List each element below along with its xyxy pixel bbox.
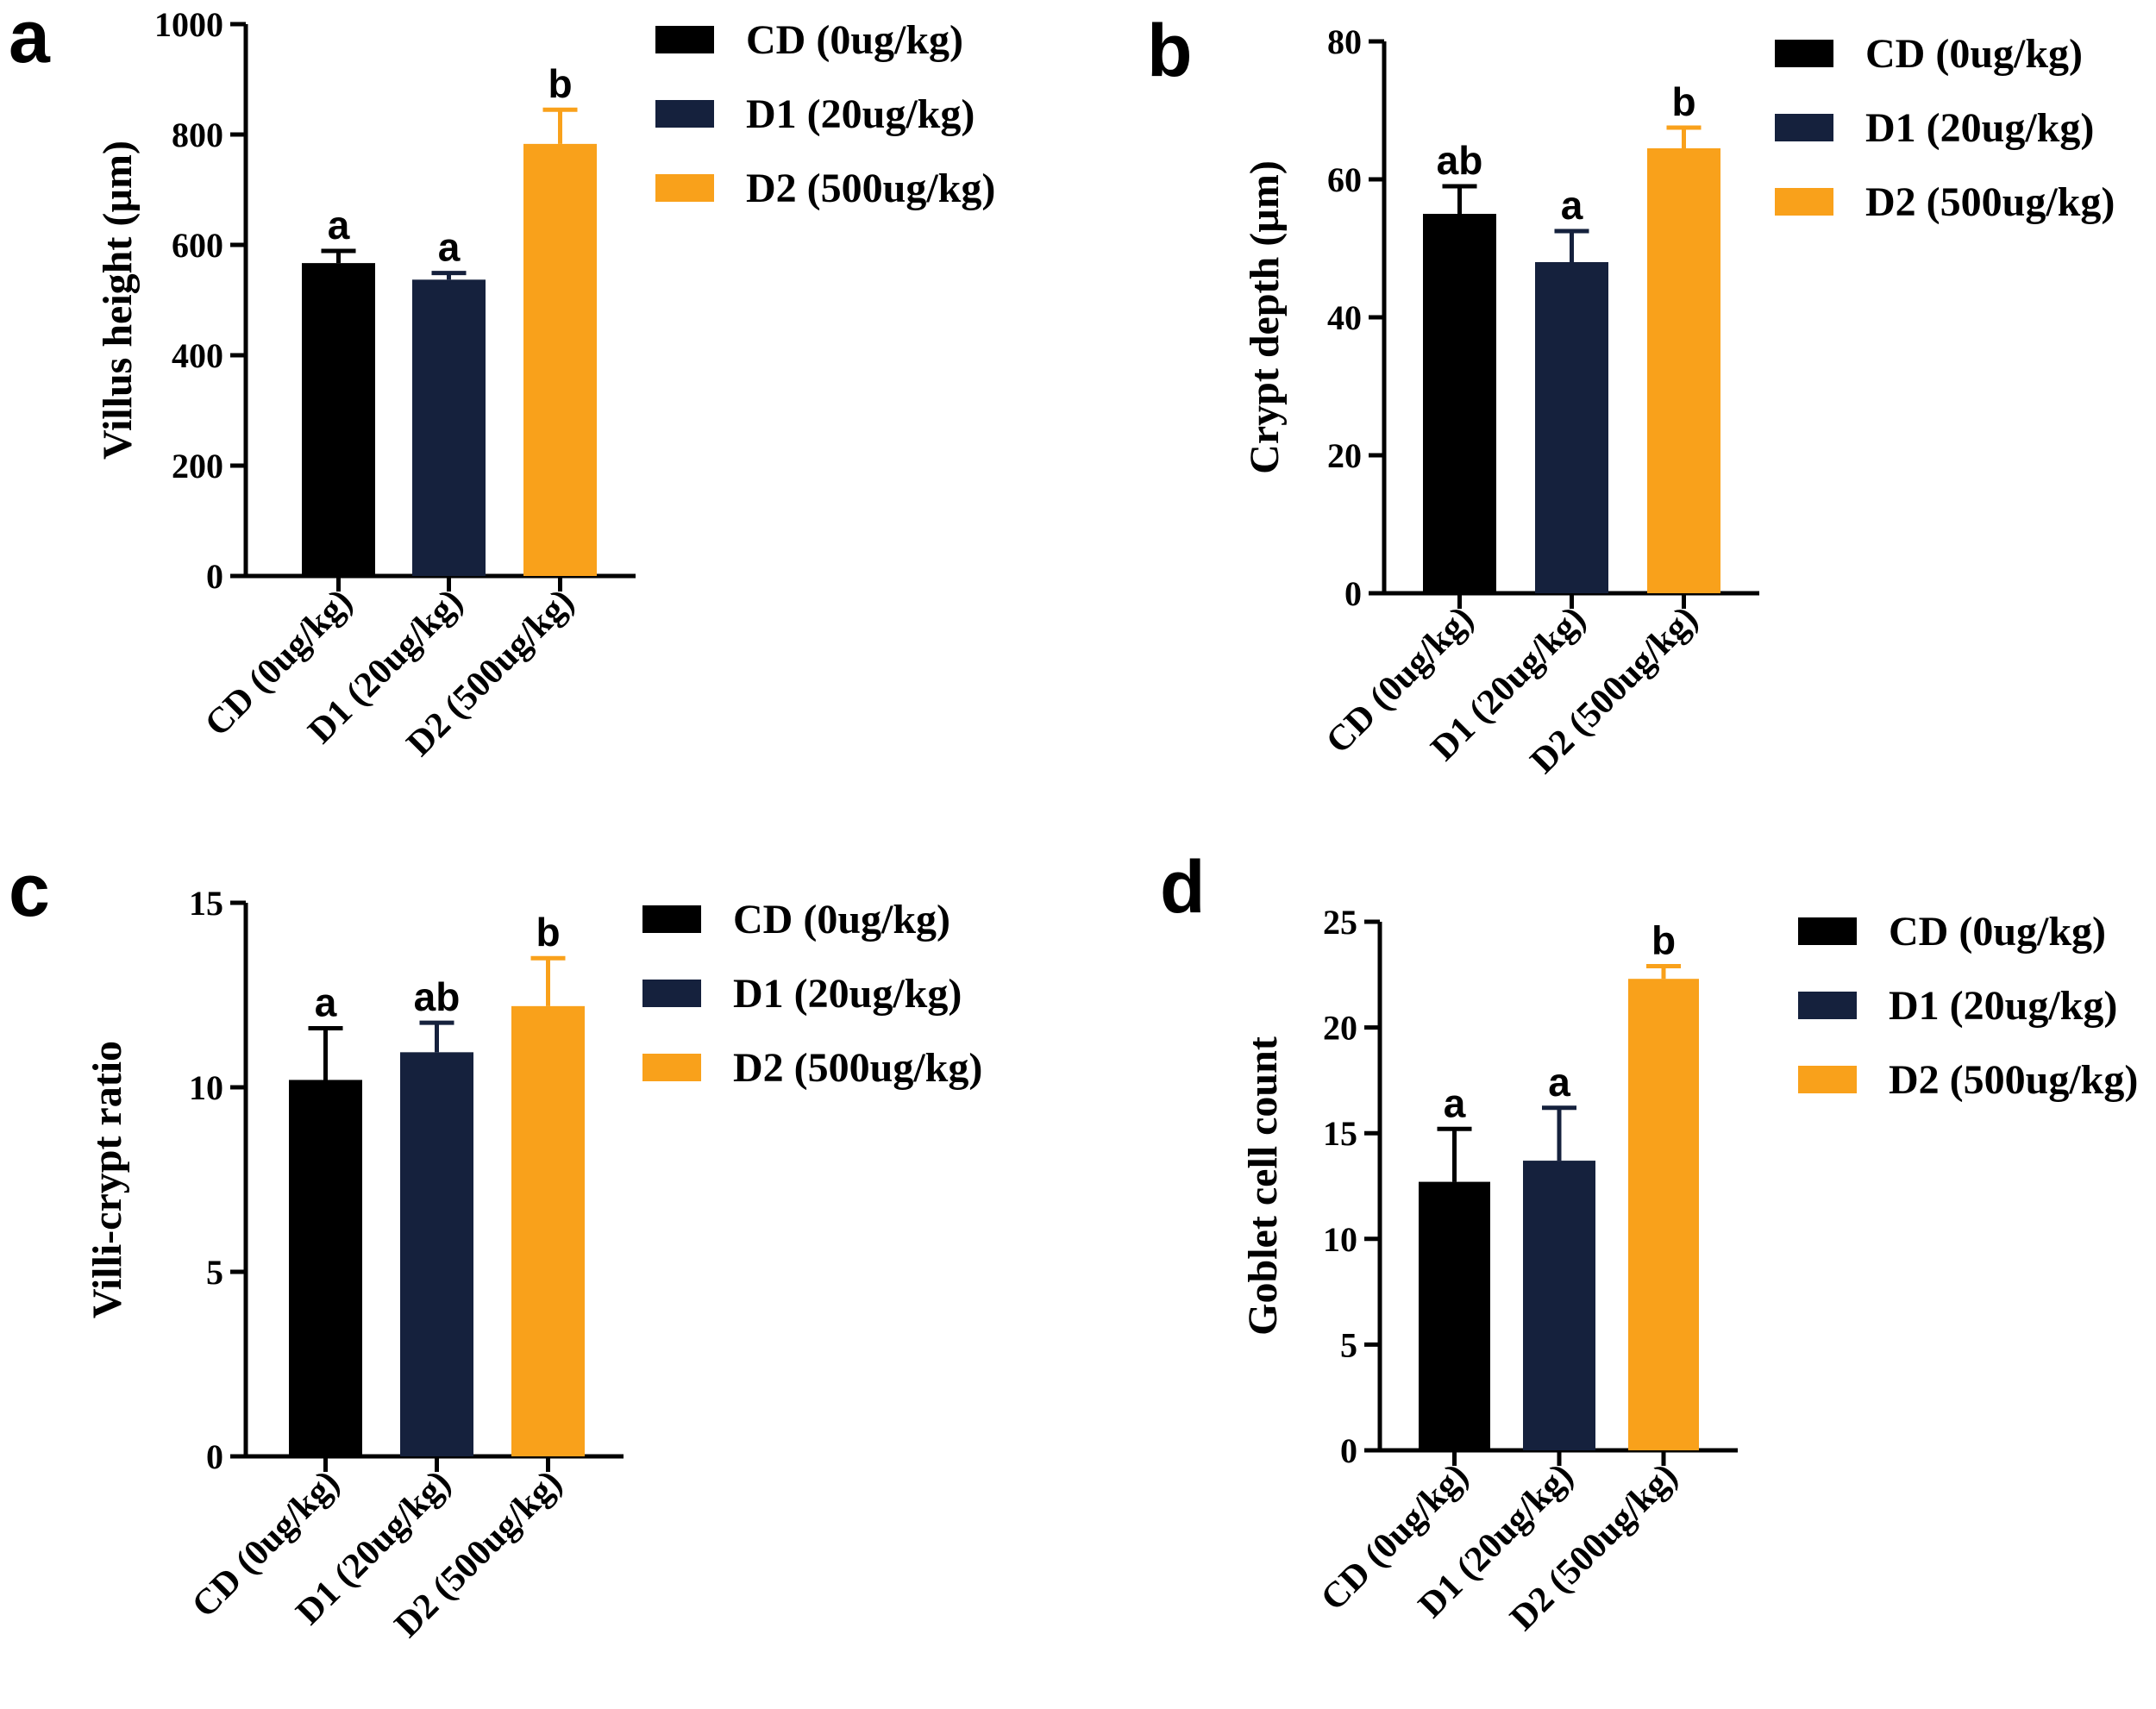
y-tick-label: 15 [189, 884, 223, 923]
y-tick-label: 15 [1323, 1114, 1357, 1153]
legend-swatch [655, 174, 714, 202]
legend-label: D2 (500ug/kg) [1889, 1057, 2138, 1103]
y-tick-label: 80 [1327, 22, 1362, 61]
legend-swatch [1798, 992, 1857, 1019]
legend-label: CD (0ug/kg) [746, 17, 963, 63]
y-tick-label: 600 [172, 226, 223, 265]
legend-label: D2 (500ug/kg) [733, 1045, 982, 1091]
y-tick-label: 400 [172, 336, 223, 375]
legend-label: D1 (20ug/kg) [746, 91, 975, 137]
panel-letter-a: a [9, 0, 51, 78]
y-tick-label: 60 [1327, 160, 1362, 199]
legend-label: D1 (20ug/kg) [1889, 983, 2117, 1029]
significance-label: a [1444, 1080, 1466, 1125]
significance-label: a [1561, 183, 1583, 228]
legend-swatch [642, 905, 701, 933]
panel-d: d 0 5 10 15 20 25 Goblet cell count a CD (0ug/kg)… [1160, 846, 2138, 1638]
significance-label: ab [414, 974, 461, 1019]
legend-label: CD (0ug/kg) [1889, 909, 2106, 955]
significance-label: b [536, 910, 560, 955]
panel-letter-c: c [9, 849, 50, 932]
y-tick-label: 200 [172, 447, 223, 485]
bar [302, 263, 375, 576]
significance-label: b [1671, 79, 1695, 124]
legend-swatch [655, 100, 714, 128]
y-tick-label: 0 [206, 1437, 223, 1476]
y-axis-title: Villus height (µm) [95, 141, 141, 460]
y-tick-label: 20 [1327, 436, 1362, 475]
bar [412, 279, 486, 576]
panel-letter-d: d [1160, 846, 1206, 929]
legend-label: D2 (500ug/kg) [746, 166, 995, 211]
legend-swatch [655, 26, 714, 53]
legend-swatch [642, 980, 701, 1007]
legend-label: D2 (500ug/kg) [1865, 179, 2115, 225]
significance-label: a [1548, 1060, 1570, 1105]
legend-swatch [1775, 188, 1833, 216]
y-tick-label: 5 [206, 1253, 223, 1292]
bar [1423, 214, 1496, 593]
significance-label: a [438, 225, 461, 270]
y-tick-label: 0 [206, 557, 223, 596]
bar [1647, 148, 1720, 593]
bar [1628, 979, 1699, 1450]
bar [1419, 1181, 1490, 1450]
bar [1523, 1161, 1595, 1450]
y-axis-title: Villi-crypt ratio [85, 1041, 130, 1318]
legend-swatch [1775, 114, 1833, 141]
panel-letter-b: b [1147, 9, 1193, 92]
y-axis-title: Goblet cell count [1240, 1036, 1286, 1336]
legend-label: D1 (20ug/kg) [1865, 105, 2094, 151]
bar [289, 1080, 362, 1456]
legend-label: CD (0ug/kg) [1865, 31, 2083, 77]
y-tick-label: 0 [1344, 574, 1362, 613]
y-tick-label: 10 [189, 1068, 223, 1107]
legend-swatch [642, 1054, 701, 1081]
y-tick-label: 40 [1327, 298, 1362, 337]
y-tick-label: 0 [1340, 1431, 1357, 1470]
legend-swatch [1798, 917, 1857, 945]
y-tick-label: 25 [1323, 903, 1357, 942]
y-tick-label: 20 [1323, 1009, 1357, 1048]
legend-swatch [1798, 1066, 1857, 1093]
bar [1535, 262, 1608, 593]
significance-label: ab [1437, 138, 1483, 183]
y-tick-label: 10 [1323, 1220, 1357, 1259]
significance-label: b [1651, 917, 1676, 962]
bar [523, 143, 597, 576]
significance-label: a [315, 980, 337, 1025]
legend-label: D1 (20ug/kg) [733, 971, 962, 1017]
panel-c: c 0 5 10 15 Villi-crypt ratio a CD (0ug/kg) ab D1… [9, 849, 982, 1645]
y-tick-label: 800 [172, 116, 223, 154]
panel-a: a 0 200 400 600 800 1000 Villus height (µm) a CD … [9, 0, 995, 764]
legend-swatch [1775, 40, 1833, 67]
y-tick-label: 1000 [154, 5, 223, 44]
bar [400, 1052, 473, 1456]
bar [511, 1005, 585, 1456]
y-tick-label: 5 [1340, 1325, 1357, 1364]
significance-label: a [328, 203, 350, 247]
legend-label: CD (0ug/kg) [733, 897, 950, 942]
significance-label: b [548, 61, 572, 106]
y-axis-title: Crypt depth (µm) [1242, 160, 1288, 474]
